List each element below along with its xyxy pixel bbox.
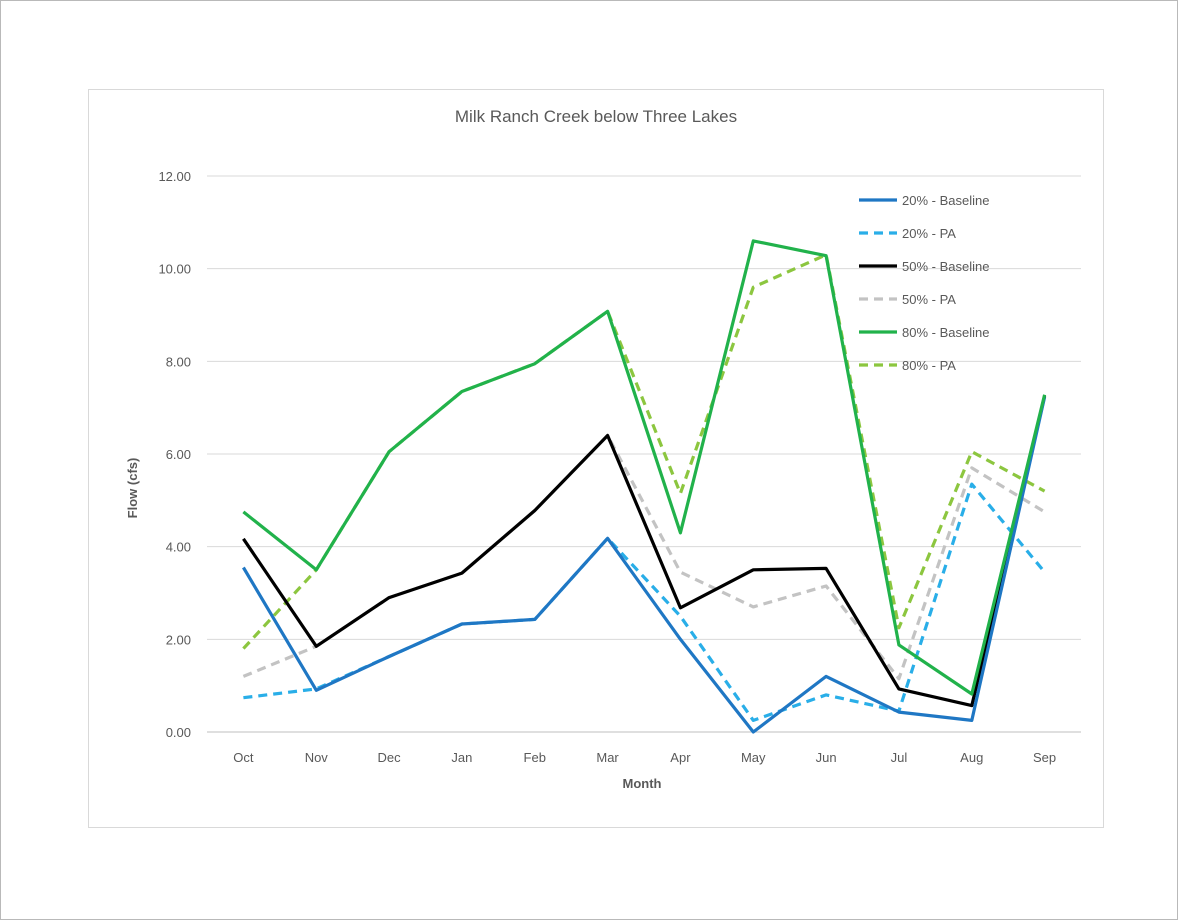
y-tick-label: 10.00 [158, 262, 191, 277]
y-axis-title: Flow (cfs) [125, 458, 140, 519]
series-line-50-baseline [242, 395, 1047, 708]
x-tick-label: Sep [1033, 750, 1056, 765]
x-tick-label: Jun [816, 750, 837, 765]
x-tick-label: May [741, 750, 766, 765]
series-line-80-baseline [242, 239, 1047, 696]
y-tick-label: 8.00 [166, 354, 191, 369]
x-axis-ticks: Oct Nov Dec Jan Feb Mar Apr May Jun Jul Aug Sep [233, 750, 1056, 765]
x-tick-label: Feb [524, 750, 546, 765]
y-axis-ticks: 0.00 2.00 4.00 6.00 8.00 10.00 12.00 [158, 169, 191, 740]
legend-label: 50% - PA [902, 292, 956, 307]
legend-label: 80% - PA [902, 358, 956, 373]
y-tick-label: 12.00 [158, 169, 191, 184]
x-tick-label: Mar [596, 750, 619, 765]
x-tick-label: Aug [960, 750, 983, 765]
legend-label: 50% - Baseline [902, 259, 989, 274]
series-line-80-pa [242, 253, 1046, 650]
legend-label: 20% - Baseline [902, 193, 989, 208]
series-line-50-pa [242, 433, 1046, 681]
y-tick-label: 6.00 [166, 447, 191, 462]
x-tick-label: Apr [670, 750, 691, 765]
x-tick-label: Oct [233, 750, 254, 765]
y-tick-label: 2.00 [166, 632, 191, 647]
line-chart: Milk Ranch Creek below Three Lakes 0.00 2… [125, 107, 1081, 791]
legend-label: 20% - PA [902, 226, 956, 241]
series-line-20-baseline [242, 396, 1047, 734]
y-tick-label: 4.00 [166, 540, 191, 555]
y-tick-label: 0.00 [166, 725, 191, 740]
x-tick-label: Nov [305, 750, 329, 765]
x-tick-label: Jan [451, 750, 472, 765]
series-lines [242, 239, 1047, 734]
legend: 20% - Baseline 20% - PA 50% - Baseline 50% … [859, 193, 989, 373]
chart-title: Milk Ranch Creek below Three Lakes [455, 107, 737, 126]
legend-label: 80% - Baseline [902, 325, 989, 340]
x-tick-label: Dec [378, 750, 402, 765]
x-axis-title: Month [623, 776, 662, 791]
chart-area: Milk Ranch Creek below Three Lakes 0.00 2… [88, 89, 1104, 828]
x-tick-label: Jul [891, 750, 908, 765]
gridlines [207, 175, 1081, 733]
